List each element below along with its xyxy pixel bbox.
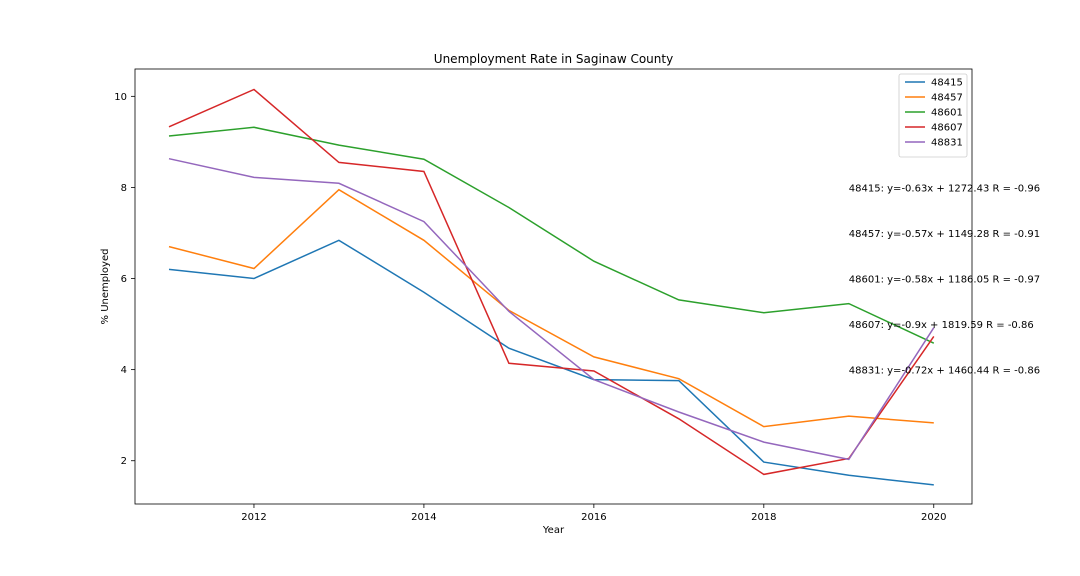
plot-area	[134, 68, 973, 505]
x-axis-label: Year	[542, 525, 565, 536]
regression-annotation: 48457: y=-0.57x + 1149.28 R = -0.91	[849, 229, 1040, 240]
legend-label: 48415	[931, 78, 963, 89]
series-line-48415	[168, 239, 934, 486]
x-tick-label: 2020	[921, 512, 946, 523]
series-line-48457	[168, 188, 934, 428]
regression-annotation: 48601: y=-0.58x + 1186.05 R = -0.97	[849, 275, 1040, 286]
legend-label: 48831	[931, 138, 963, 149]
series-line-48601	[168, 126, 935, 344]
x-axis: 2012 2014 2016 2018 2020	[241, 504, 946, 523]
regression-annotations: 48415: y=-0.63x + 1272.43 R = -0.96 48457…	[849, 183, 1040, 376]
y-axis: 2 4 6 8 10	[114, 92, 135, 467]
y-tick-label: 6	[121, 274, 127, 285]
legend: 48415 48457 48601 48607 48831	[898, 73, 968, 158]
plot-frame	[134, 68, 973, 505]
series-line-48831	[168, 157, 935, 461]
regression-annotation: 48415: y=-0.63x + 1272.43 R = -0.96	[849, 183, 1040, 194]
legend-box	[898, 73, 968, 158]
y-tick-label: 4	[121, 365, 127, 376]
regression-annotation: 48831: y=-0.72x + 1460.44 R = -0.86	[849, 366, 1040, 377]
y-tick-label: 2	[121, 456, 127, 467]
chart-title: Unemployment Rate in Saginaw County	[434, 52, 673, 66]
y-tick-label: 8	[121, 183, 127, 194]
x-tick-label: 2018	[751, 512, 776, 523]
y-tick-label: 10	[114, 92, 127, 103]
x-tick-label: 2012	[241, 512, 266, 523]
series-line-48607	[168, 88, 935, 476]
legend-label: 48457	[931, 93, 963, 104]
legend-label: 48607	[931, 123, 963, 134]
x-tick-label: 2014	[411, 512, 436, 523]
regression-annotation: 48607: y=-0.9x + 1819.59 R = -0.86	[849, 320, 1034, 331]
y-axis-label: % Unemployed	[100, 249, 111, 325]
x-tick-label: 2016	[581, 512, 606, 523]
legend-label: 48601	[931, 108, 963, 119]
